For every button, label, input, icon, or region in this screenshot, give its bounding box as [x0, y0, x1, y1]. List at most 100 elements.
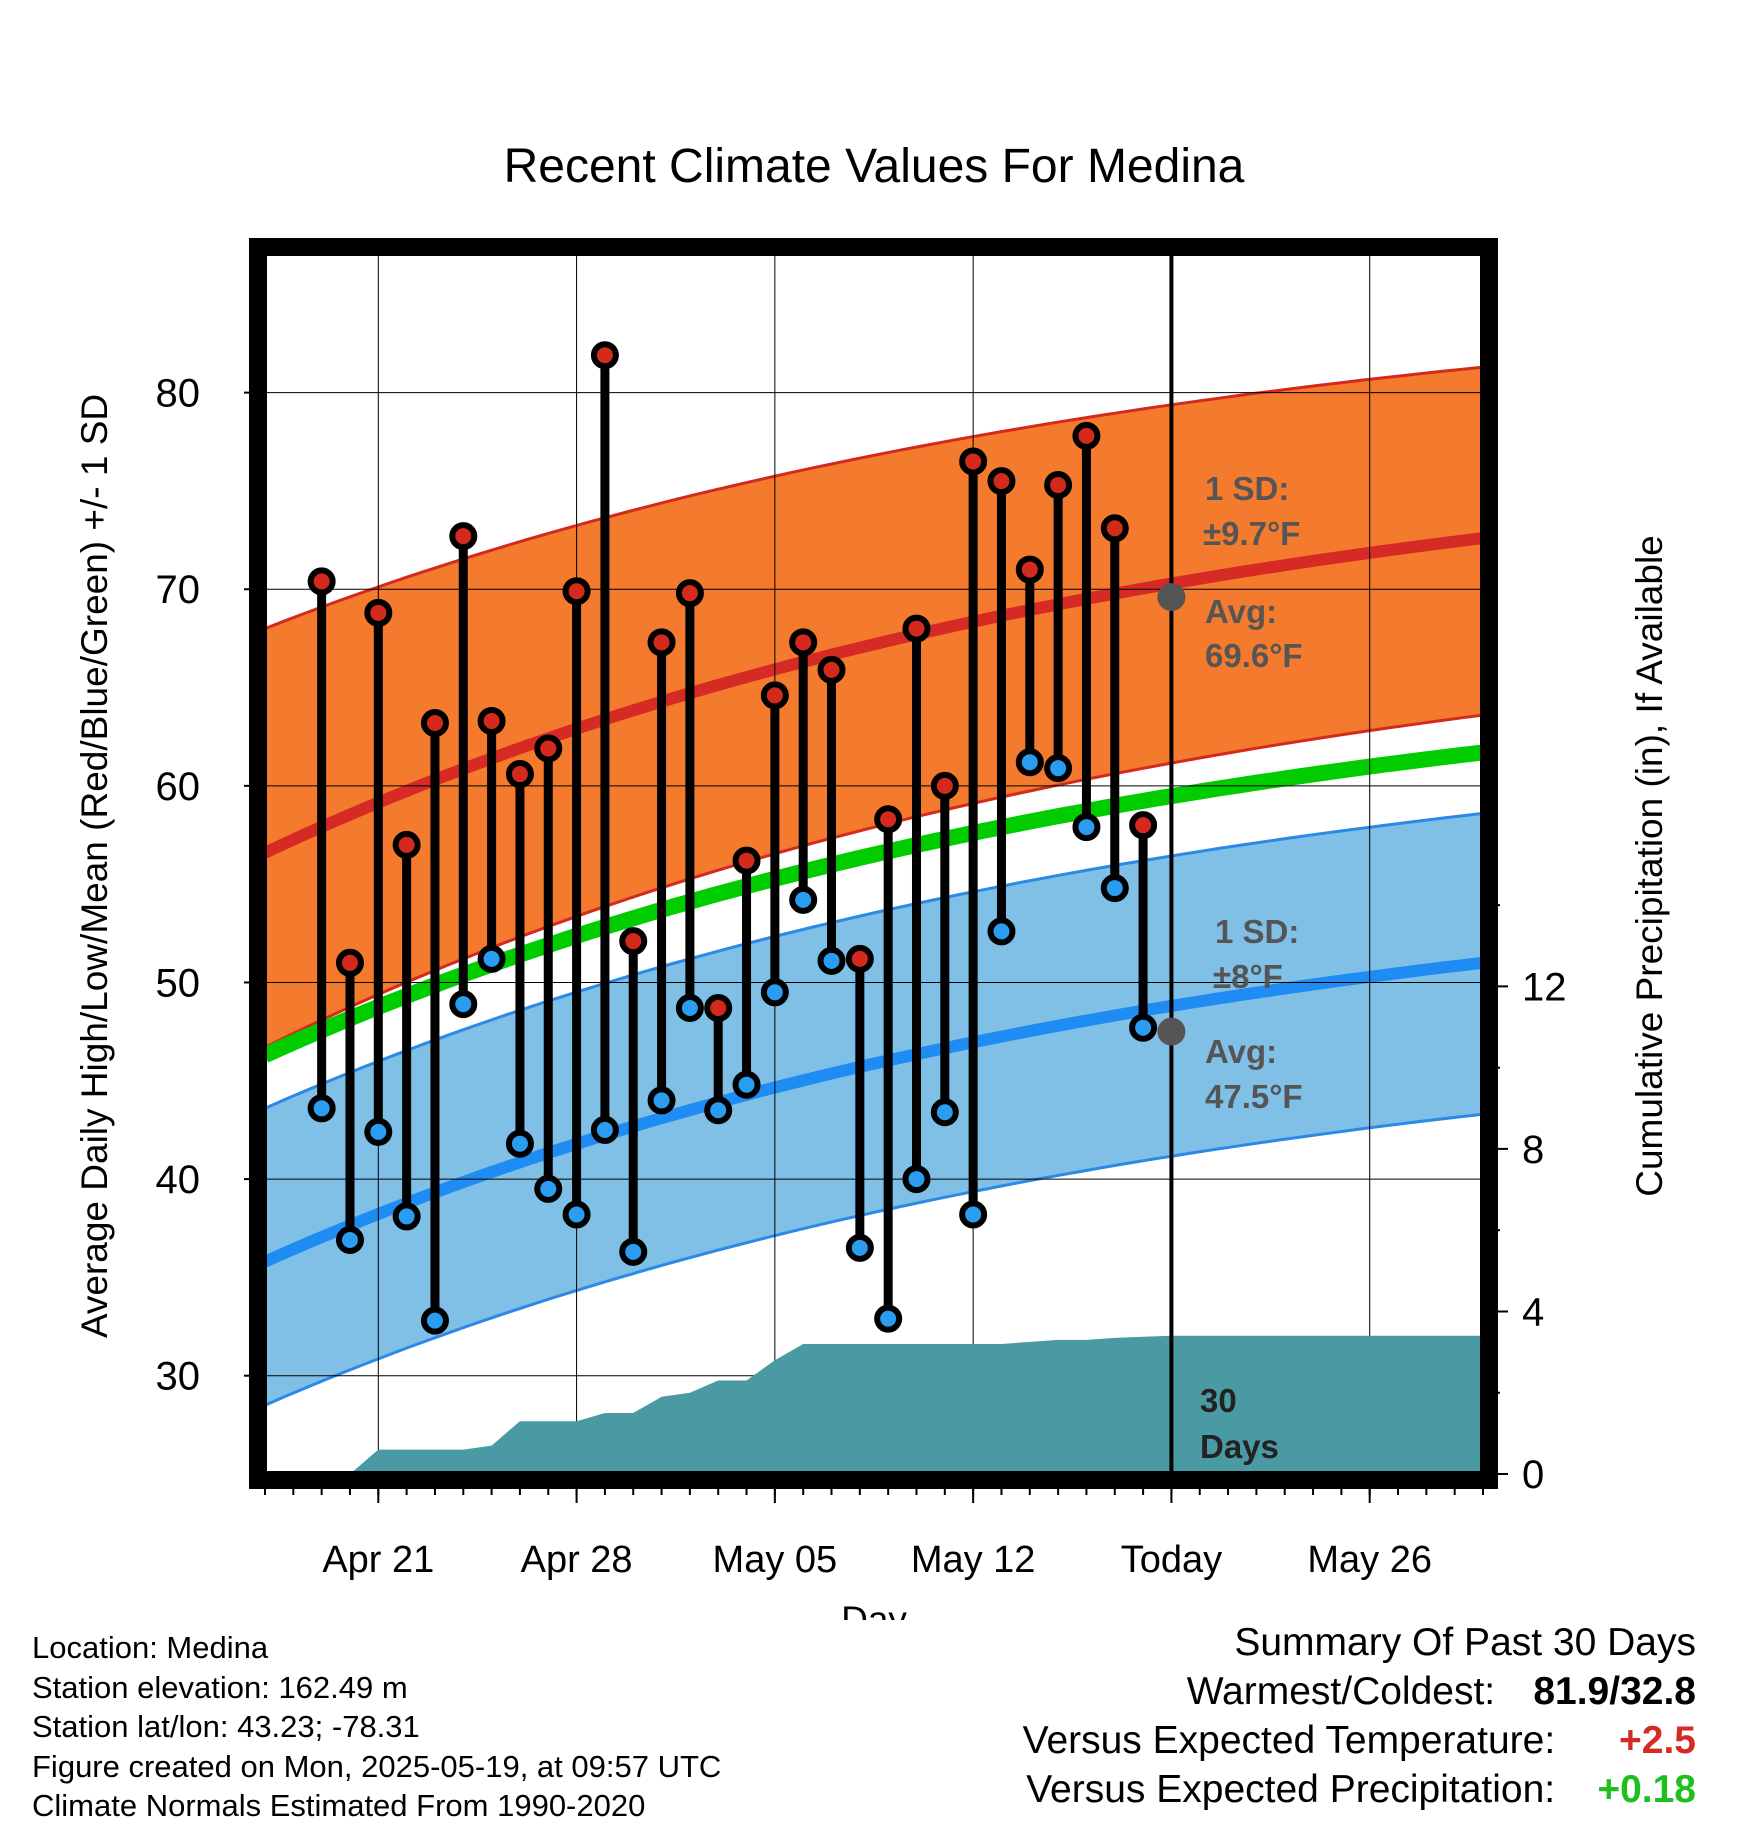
precip-vs-expected-value: +0.18 — [1597, 1768, 1696, 1811]
x-tick-label: May 26 — [1307, 1539, 1432, 1581]
high-normal-line — [265, 532, 1483, 859]
daily-low-point — [1015, 748, 1044, 777]
x-tick-label: Apr 21 — [322, 1539, 434, 1581]
today-high-normal-marker — [1157, 583, 1186, 612]
daily-high-point — [420, 708, 449, 737]
y2-tick-label: 0 — [1522, 1453, 1544, 1497]
y-tick-label: 30 — [156, 1355, 201, 1399]
x-tick-label: May 05 — [713, 1539, 838, 1581]
daily-low-point — [930, 1098, 959, 1127]
daily-low-point — [392, 1202, 421, 1231]
daily-high-point — [335, 948, 364, 977]
daily-low-point — [987, 917, 1016, 946]
daily-low-point — [449, 990, 478, 1019]
high-avg-label: Avg: — [1205, 593, 1277, 630]
daily-high-point — [817, 655, 846, 684]
daily-high-point — [845, 944, 874, 973]
summary-temperature: Versus Expected Temperature: +2.5 — [1023, 1716, 1696, 1765]
low-sd-band-lower-edge — [265, 1112, 1483, 1407]
daily-low-point — [675, 994, 704, 1023]
temp-vs-expected-label: Versus Expected Temperature: — [1022, 1719, 1556, 1762]
daily-high-point — [732, 846, 761, 875]
summary-panel: Summary Of Past 30 Days Warmest/Coldest:… — [1023, 1618, 1696, 1814]
daily-high-point — [590, 341, 619, 370]
daily-high-point — [987, 467, 1016, 496]
daily-low-point — [1044, 754, 1073, 783]
daily-high-point — [1015, 555, 1044, 584]
daily-high-point — [392, 830, 421, 859]
plot-frame — [249, 238, 1498, 1489]
daily-high-point — [619, 927, 648, 956]
y-tick-label: 40 — [156, 1158, 201, 1202]
y2-tick-label: 12 — [1522, 965, 1567, 1009]
daily-low-point — [817, 946, 846, 975]
high-sd-label: 1 SD: — [1205, 470, 1289, 507]
mean-normal-line — [265, 744, 1483, 1063]
y-tick-label: 60 — [156, 765, 201, 809]
y-axis-label: Average Daily High/Low/Mean (Red/Blue/Gr… — [74, 394, 115, 1338]
high-sd-value: ±9.7°F — [1203, 515, 1300, 552]
daily-high-point — [789, 628, 818, 657]
summary-title: Summary Of Past 30 Days — [1234, 1621, 1696, 1664]
daily-low-point — [364, 1117, 393, 1146]
daily-low-point — [704, 1096, 733, 1125]
daily-high-point — [1044, 471, 1073, 500]
x-tick-label: Apr 28 — [521, 1539, 633, 1581]
warmest-coldest-value: 81.9/32.8 — [1533, 1670, 1696, 1713]
daily-high-point — [959, 447, 988, 476]
daily-low-point — [760, 978, 789, 1007]
daily-low-point — [1129, 1013, 1158, 1042]
normals-text: Climate Normals Estimated From 1990-2020 — [32, 1788, 646, 1823]
daily-high-point — [902, 614, 931, 643]
period-label-number: 30 — [1200, 1382, 1237, 1419]
precip-vs-expected-label: Versus Expected Precipitation: — [1026, 1768, 1556, 1811]
daily-low-point — [959, 1200, 988, 1229]
daily-high-point — [675, 579, 704, 608]
high-sd-band-upper-edge — [265, 365, 1483, 630]
daily-low-point — [590, 1115, 619, 1144]
x-tick-label: Today — [1121, 1539, 1222, 1581]
chart-title: Recent Climate Values For Medina — [504, 140, 1245, 193]
daily-high-point — [534, 734, 563, 763]
daily-low-point — [534, 1174, 563, 1203]
y-tick-label: 80 — [156, 372, 201, 416]
daily-low-point — [1072, 813, 1101, 842]
low-avg-value: 47.5°F — [1205, 1078, 1303, 1115]
location-text: Location: Medina — [32, 1630, 269, 1665]
summary-warmest-coldest: Warmest/Coldest: 81.9/32.8 — [1023, 1667, 1696, 1716]
high-sd-band — [265, 367, 1483, 1048]
daily-low-point — [874, 1304, 903, 1333]
elevation-text: Station elevation: 162.49 m — [32, 1669, 408, 1705]
daily-high-point — [930, 771, 959, 800]
low-sd-band-upper-edge — [265, 811, 1483, 1110]
daily-low-point — [789, 885, 818, 914]
precip-cumulative-area — [321, 1335, 1483, 1474]
y-tick-label: 70 — [156, 568, 201, 612]
y2-axis-label: Cumulative Precipitation (in), If Availa… — [1629, 535, 1670, 1197]
x-tick-label: May 12 — [911, 1539, 1036, 1581]
daily-high-point — [874, 805, 903, 834]
daily-low-point — [307, 1094, 336, 1123]
daily-low-point — [845, 1233, 874, 1262]
temp-vs-expected-value: +2.5 — [1619, 1719, 1696, 1762]
daily-low-point — [647, 1086, 676, 1115]
daily-high-point — [647, 628, 676, 657]
y-tick-label: 50 — [156, 961, 201, 1005]
low-avg-label: Avg: — [1205, 1033, 1277, 1070]
today-low-normal-marker — [1157, 1017, 1186, 1046]
daily-low-point — [562, 1200, 591, 1229]
daily-high-point — [505, 760, 534, 789]
daily-high-point — [477, 706, 506, 735]
daily-low-point — [732, 1070, 761, 1099]
daily-low-point — [335, 1226, 364, 1255]
daily-high-point — [449, 522, 478, 551]
daily-low-point — [420, 1306, 449, 1335]
period-label-unit: Days — [1200, 1428, 1279, 1465]
latlon-text: Station lat/lon: 43.23; -78.31 — [32, 1709, 420, 1744]
daily-high-point — [1072, 421, 1101, 450]
y2-tick-label: 4 — [1522, 1290, 1544, 1334]
climate-chart: Recent Climate Values For Medina 1 SD: ±9… — [74, 140, 1670, 1620]
warmest-coldest-label: Warmest/Coldest: — [1186, 1670, 1496, 1713]
daily-high-point — [1100, 514, 1129, 543]
daily-low-point — [505, 1129, 534, 1158]
